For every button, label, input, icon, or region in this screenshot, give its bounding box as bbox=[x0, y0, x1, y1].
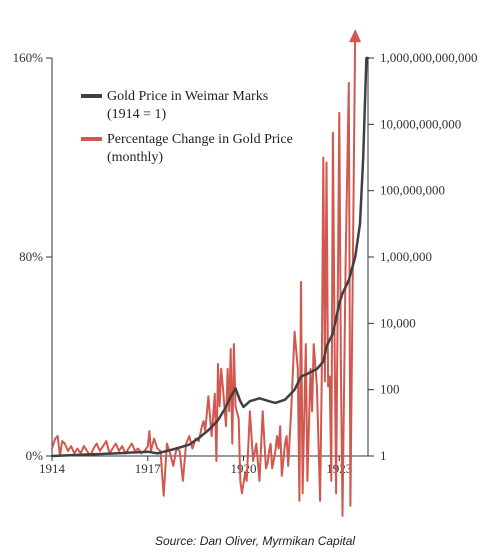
x-tick-label: 1920 bbox=[231, 461, 257, 476]
axes: 0% 80% 160% 1914 1917 1920 1923 1 100 10,000 1,000… bbox=[13, 50, 478, 476]
series-layer bbox=[50, 29, 370, 517]
legend-label-pct-change-note: (monthly) bbox=[107, 150, 163, 165]
y-right-tick-label: 1 bbox=[380, 448, 387, 463]
y-left-tick-label: 160% bbox=[13, 50, 44, 65]
y-right-tick-label: 100 bbox=[380, 382, 400, 397]
x-tick-label: 1914 bbox=[39, 461, 66, 476]
legend-label-gold-price: Gold Price in Weimar Marks bbox=[107, 89, 268, 104]
y-right-tick-label: 1,000,000 bbox=[380, 249, 432, 264]
y-left-tick-label: 80% bbox=[19, 249, 43, 264]
series-line-pct-change bbox=[51, 32, 357, 517]
legend: Gold Price in Weimar Marks (1914 = 1) Pe… bbox=[81, 89, 293, 165]
source-note: Source: Dan Oliver, Myrmikan Capital bbox=[155, 534, 355, 548]
x-tick-label: 1923 bbox=[326, 461, 352, 476]
series-arrowhead-pct-change bbox=[349, 29, 362, 43]
y-left-tick-label: 0% bbox=[26, 448, 44, 463]
y-right-tick-label: 10,000,000,000 bbox=[380, 116, 461, 131]
x-tick-label: 1917 bbox=[135, 461, 162, 476]
legend-label-gold-price-note: (1914 = 1) bbox=[107, 107, 167, 122]
y-right-tick-label: 1,000,000,000,000 bbox=[380, 50, 478, 65]
series-line-gold-price bbox=[50, 56, 370, 458]
legend-label-pct-change: Percentage Change in Gold Price bbox=[107, 132, 293, 147]
y-right-tick-label: 100,000,000 bbox=[380, 183, 445, 198]
y-right-tick-label: 10,000 bbox=[380, 315, 416, 330]
